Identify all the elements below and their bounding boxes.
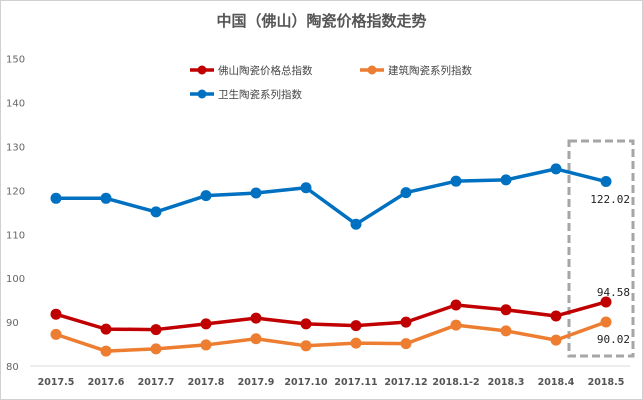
data-point [150, 343, 162, 355]
x-tick-label: 2018.3 [488, 377, 525, 388]
y-tick-label: 110 [6, 230, 25, 241]
y-tick-label: 120 [6, 186, 25, 197]
x-tick-label: 2017.8 [188, 377, 225, 388]
x-tick-label: 2017.9 [238, 377, 275, 388]
data-point [300, 340, 312, 352]
y-tick-label: 130 [6, 143, 25, 154]
data-point [500, 304, 512, 316]
x-tick-label: 2018.4 [538, 377, 575, 388]
data-point [450, 319, 462, 331]
data-label: 90.02 [597, 333, 630, 346]
x-tick-label: 2018.1-2 [432, 377, 479, 388]
data-point [250, 187, 262, 199]
data-point [500, 325, 512, 337]
x-tick-label: 2017.11 [334, 377, 377, 388]
data-point [300, 318, 312, 330]
data-point [200, 318, 212, 330]
highlight-box [567, 139, 635, 358]
x-tick-label: 2017.6 [88, 377, 125, 388]
legend-label: 佛山陶瓷价格总指数 [218, 64, 313, 77]
data-point [250, 312, 262, 324]
data-point [600, 296, 612, 308]
data-point [400, 187, 412, 199]
series-line [55, 300, 607, 332]
data-point [350, 218, 362, 230]
data-point [250, 333, 262, 345]
legend-label: 卫生陶瓷系列指数 [218, 88, 302, 101]
y-tick-label: 100 [6, 274, 25, 285]
x-tick-label: 2018.5 [588, 377, 625, 388]
data-point [600, 316, 612, 328]
x-tick-label: 2017.10 [284, 377, 328, 388]
legend-marker [367, 65, 377, 75]
data-point [500, 174, 512, 186]
data-point [300, 182, 312, 194]
data-point [200, 339, 212, 351]
data-point [100, 323, 112, 335]
data-point [550, 334, 562, 346]
data-point [150, 324, 162, 336]
data-label: 122.02 [590, 193, 630, 206]
data-point [550, 310, 562, 322]
legend-marker [197, 89, 207, 99]
data-point [450, 175, 462, 187]
x-tick-label: 2017.12 [384, 377, 427, 388]
data-point [600, 176, 612, 188]
x-tick-label: 2017.5 [38, 377, 75, 388]
data-point [50, 308, 62, 320]
y-tick-label: 80 [6, 362, 19, 373]
x-tick-label: 2017.7 [138, 377, 175, 388]
chart-title: 中国（佛山）陶瓷价格指数走势 [216, 12, 427, 30]
data-point [550, 163, 562, 175]
data-point [350, 337, 362, 349]
data-point [200, 190, 212, 202]
data-point [450, 299, 462, 311]
y-tick-label: 150 [6, 55, 25, 66]
data-point [100, 345, 112, 357]
series-line [55, 320, 607, 353]
y-tick-label: 90 [6, 318, 19, 329]
data-point [50, 192, 62, 204]
data-point [100, 192, 112, 204]
series-line [56, 167, 607, 226]
data-point [400, 316, 412, 328]
data-point [50, 328, 62, 340]
data-label: 94.58 [597, 286, 630, 299]
data-point [400, 338, 412, 350]
legend-label: 建筑陶瓷系列指数 [388, 64, 472, 77]
data-point [350, 320, 362, 332]
y-tick-label: 140 [6, 99, 25, 110]
legend-marker [197, 65, 207, 75]
data-point [150, 206, 162, 218]
